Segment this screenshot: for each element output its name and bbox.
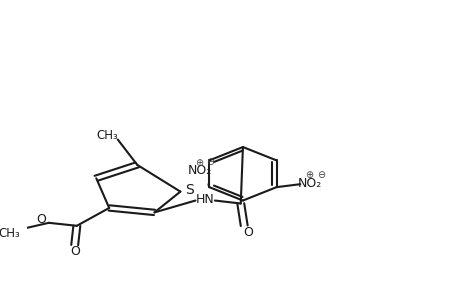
- Text: ⊖: ⊖: [206, 158, 214, 167]
- Text: ⊕: ⊕: [195, 158, 202, 168]
- Text: ⊖: ⊖: [316, 170, 325, 180]
- Text: HN: HN: [195, 193, 214, 206]
- Text: O: O: [243, 226, 253, 239]
- Text: NO₂: NO₂: [187, 164, 212, 177]
- Text: CH₃: CH₃: [96, 129, 118, 142]
- Text: NO₂: NO₂: [297, 177, 321, 190]
- Text: ⊕: ⊕: [304, 170, 312, 180]
- Text: O: O: [36, 213, 46, 226]
- Text: CH₃: CH₃: [0, 227, 20, 240]
- Text: O: O: [70, 245, 79, 258]
- Text: S: S: [184, 183, 193, 197]
